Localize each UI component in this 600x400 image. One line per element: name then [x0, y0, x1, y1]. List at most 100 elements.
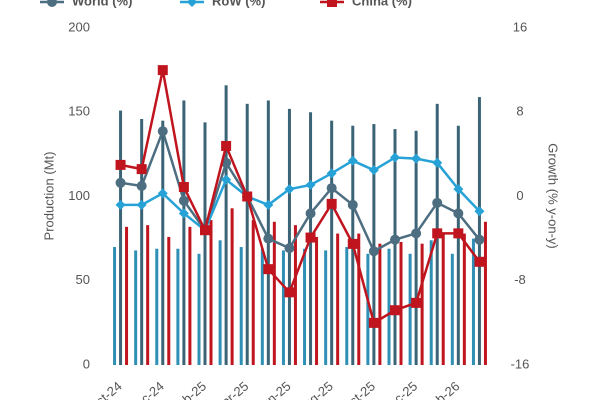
marker — [157, 65, 168, 76]
x-tick-label: Dec-24 — [125, 378, 167, 400]
bar — [272, 221, 276, 365]
bar — [251, 220, 255, 365]
marker — [157, 188, 168, 199]
x-tick-label: Feb-25 — [168, 378, 209, 400]
marker — [200, 225, 210, 236]
marker — [136, 164, 147, 175]
y2-tick-label: -16 — [511, 356, 530, 371]
marker — [347, 238, 358, 249]
marker — [178, 195, 189, 206]
marker — [474, 206, 485, 217]
marker — [390, 305, 400, 316]
marker — [221, 140, 232, 151]
marker — [368, 317, 379, 328]
bar — [245, 103, 249, 365]
y-tick-label: 50 — [76, 272, 90, 287]
bar — [167, 236, 171, 365]
marker — [326, 168, 337, 179]
bar — [315, 236, 319, 365]
legend-marker — [187, 0, 197, 7]
marker — [326, 183, 337, 194]
legend-label: RoW (%) — [212, 0, 265, 8]
marker — [474, 256, 485, 267]
marker — [136, 180, 147, 191]
y-tick-label: 100 — [68, 188, 90, 203]
bar — [281, 250, 285, 365]
y-axis-title: Production (Mt) — [41, 152, 56, 241]
marker — [221, 174, 232, 185]
marker — [157, 126, 168, 137]
x-tick-label: Oct-24 — [85, 378, 125, 400]
bar — [188, 226, 192, 365]
bar — [155, 248, 159, 365]
y-tick-label: 0 — [83, 356, 90, 371]
bar — [420, 243, 424, 365]
y2-tick-label: 16 — [513, 19, 527, 34]
bar — [134, 250, 138, 365]
bar — [218, 240, 222, 365]
bar — [197, 253, 201, 365]
bar — [182, 100, 186, 365]
bar — [230, 208, 234, 365]
bar — [414, 130, 418, 365]
marker — [411, 297, 422, 308]
line — [120, 69, 481, 325]
marker — [474, 234, 485, 245]
marker — [390, 152, 400, 163]
bar — [372, 124, 376, 365]
bar — [471, 238, 475, 365]
bar — [483, 221, 487, 365]
marker — [305, 232, 316, 243]
bar — [209, 220, 213, 365]
bar — [324, 250, 328, 365]
bar — [387, 248, 391, 365]
x-tick-label: Oct-25 — [338, 378, 378, 400]
marker — [411, 228, 422, 239]
marker — [347, 199, 358, 210]
bar — [378, 243, 382, 365]
bar — [450, 253, 454, 365]
bar — [456, 125, 460, 365]
bar — [408, 253, 412, 365]
bar — [303, 248, 307, 365]
marker — [347, 155, 358, 166]
marker — [178, 208, 189, 219]
bar — [336, 233, 340, 365]
marker — [263, 199, 274, 210]
bar — [357, 233, 361, 365]
legend-label: China (%) — [352, 0, 412, 8]
marker — [284, 287, 295, 298]
legend-marker — [327, 0, 337, 7]
bar — [462, 233, 466, 365]
bar — [366, 253, 370, 365]
marker — [242, 191, 253, 202]
marker — [368, 246, 379, 257]
marker — [368, 165, 379, 176]
marker — [115, 199, 126, 210]
bar — [429, 240, 433, 365]
marker — [411, 153, 422, 164]
bar — [146, 225, 150, 365]
legend-marker — [47, 0, 57, 7]
marker — [115, 159, 126, 170]
marker — [432, 228, 443, 239]
marker — [136, 199, 147, 210]
marker — [263, 264, 274, 275]
marker — [453, 228, 464, 239]
marker — [390, 234, 400, 245]
marker — [453, 208, 464, 219]
x-tick-label: Apr-25 — [212, 378, 252, 400]
x-tick-label: Aug-25 — [294, 378, 336, 400]
bar — [203, 122, 207, 365]
marker — [284, 243, 295, 254]
bar — [125, 226, 129, 365]
y2-tick-label: 0 — [516, 188, 523, 203]
x-tick-label: Dec-25 — [378, 378, 420, 400]
x-tick-label: Feb-26 — [421, 378, 462, 400]
y-tick-label: 200 — [68, 19, 90, 34]
marker — [305, 208, 316, 219]
bar — [345, 247, 349, 365]
bar — [393, 129, 397, 365]
marker — [284, 184, 295, 195]
marker — [326, 198, 337, 209]
